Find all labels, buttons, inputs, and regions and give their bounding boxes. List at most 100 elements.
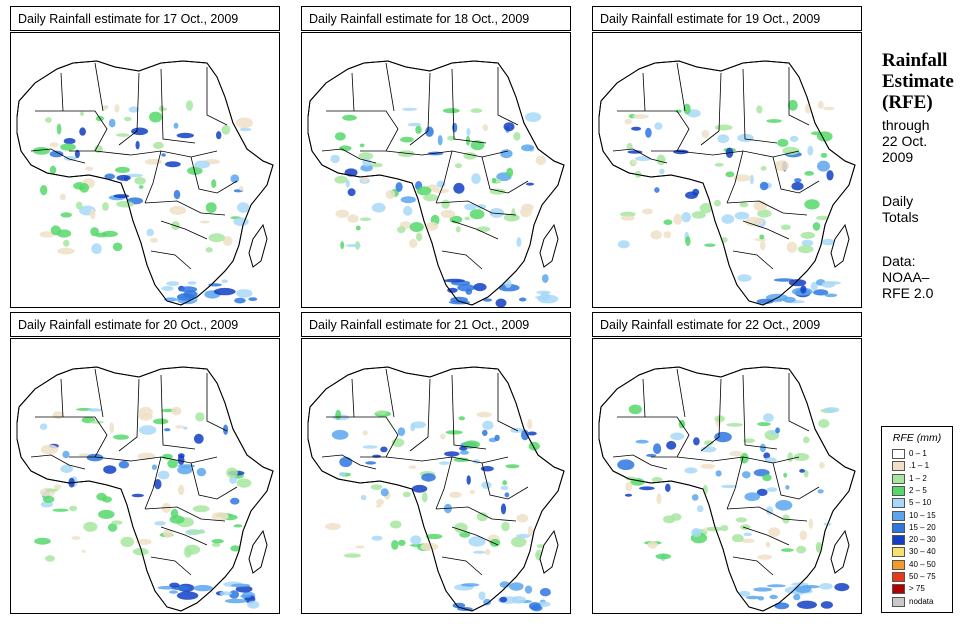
rainfall-area	[216, 131, 222, 140]
rainfall-area	[376, 499, 384, 506]
rainfall-area	[176, 591, 199, 600]
rainfall-area	[408, 238, 418, 248]
rainfall-area	[455, 163, 462, 169]
rainfall-area	[468, 536, 486, 547]
rainfall-area	[439, 461, 450, 465]
rainfall-area	[632, 114, 649, 119]
rainfall-area	[52, 411, 64, 419]
country-border	[700, 72, 722, 146]
rainfall-area	[693, 437, 700, 446]
rainfall-area	[655, 553, 672, 560]
rainfall-area	[89, 208, 96, 220]
rainfall-area	[482, 429, 488, 436]
rainfall-area	[819, 461, 825, 469]
rainfall-area	[410, 535, 422, 545]
rainfall-area	[766, 487, 778, 492]
country-border	[30, 148, 86, 164]
rainfall-area	[774, 160, 790, 172]
rainfall-area	[542, 274, 549, 283]
rainfall-area	[83, 521, 98, 532]
country-border	[94, 368, 104, 418]
rainfall-area	[791, 182, 804, 191]
legend-swatch	[892, 510, 905, 521]
rainfall-area	[681, 212, 692, 223]
rainfall-area	[458, 416, 465, 421]
rainfall-area	[339, 145, 352, 152]
rainfall-area	[375, 504, 382, 508]
africa-map	[592, 32, 862, 308]
rainfall-area	[385, 189, 396, 200]
rainfall-area	[670, 432, 685, 441]
rainfall-area	[813, 289, 829, 296]
rainfall-area	[440, 433, 446, 440]
rainfall-area	[116, 200, 134, 208]
rainfall-area	[804, 199, 820, 210]
country-border	[351, 72, 355, 112]
rainfall-area	[482, 420, 494, 430]
rainfall-area	[371, 535, 383, 541]
rainfall-area	[810, 281, 818, 291]
rainfall-area	[737, 133, 754, 143]
rainfall-area	[397, 427, 406, 436]
rainfall-area	[757, 422, 771, 427]
rainfall-area	[461, 583, 480, 587]
rainfall-area	[739, 538, 755, 543]
legend-item: 1 – 2	[892, 473, 952, 484]
rainfall-area	[500, 485, 509, 491]
rainfall-area	[659, 168, 665, 175]
rainfall-area	[799, 469, 805, 473]
rainfall-area	[620, 215, 635, 221]
rainfall-area	[447, 287, 458, 293]
rainfall-area	[471, 173, 481, 185]
rainfall-area	[762, 474, 772, 482]
rainfall-area	[34, 537, 51, 545]
legend-swatch	[892, 596, 905, 607]
rainfall-area	[330, 154, 340, 164]
rainfall-area	[421, 473, 436, 482]
rainfall-area	[90, 227, 99, 237]
rainfall-area	[759, 234, 765, 240]
map-panel-2: Daily Rainfall estimate for 18 Oct., 200…	[301, 6, 573, 308]
coastline	[16, 366, 274, 612]
rainfall-area	[403, 206, 413, 216]
rainfall-area	[653, 443, 662, 455]
country-border	[35, 110, 108, 152]
rainfall-area	[199, 220, 211, 224]
rainfall-area	[89, 420, 104, 424]
legend-label: > 75	[909, 584, 925, 594]
rainfall-area	[484, 548, 491, 556]
rainfall-area	[120, 536, 135, 548]
rainfall-area	[81, 549, 86, 553]
rainfall-area	[108, 118, 116, 128]
country-border	[788, 373, 810, 432]
rainfall-area	[826, 170, 834, 181]
rainfall-area	[400, 136, 414, 143]
legend-swatch	[892, 547, 905, 558]
rainfall-area	[464, 216, 470, 221]
rainfall-area	[663, 231, 672, 239]
legend-item: .1 – 1	[892, 461, 952, 472]
rainfall-area	[651, 476, 663, 483]
rainfall-area	[769, 430, 777, 435]
rainfall-area	[358, 152, 374, 160]
country-border	[206, 373, 228, 432]
rainfall-area	[187, 529, 205, 534]
rainfall-area	[691, 211, 706, 219]
rainfall-area	[338, 472, 346, 477]
rainfall-area	[236, 289, 253, 298]
rainfall-area	[665, 483, 671, 492]
legend-item: 20 – 30	[892, 535, 952, 546]
rainfall-area	[342, 114, 357, 121]
rainfall-area	[53, 484, 62, 490]
rainfall-area	[239, 127, 252, 132]
rainfall-area	[503, 122, 515, 132]
legend-swatch	[892, 498, 905, 509]
rainfall-area	[221, 124, 231, 135]
rainfall-area	[56, 123, 62, 135]
rainfall-area	[639, 486, 655, 491]
rainfall-area	[380, 446, 388, 453]
rainfall-area	[161, 453, 173, 460]
rainfall-area	[717, 134, 730, 144]
rainfall-area	[236, 478, 252, 488]
rainfall-area	[670, 513, 682, 521]
